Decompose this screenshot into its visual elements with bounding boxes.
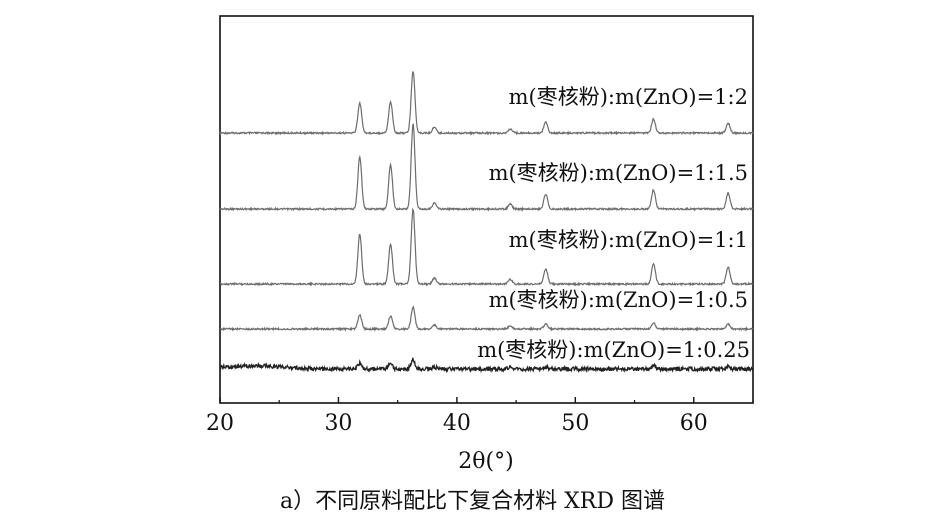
x-ticks-group: 20 30 40 50 60 [206, 397, 754, 436]
figure-caption: a）不同原料配比下复合材料 XRD 图谱 [280, 489, 665, 514]
series-line-5 [219, 357, 754, 374]
x-axis-title: 2θ(°) [458, 449, 513, 474]
series-line-4 [219, 305, 754, 332]
x-tick-label: 60 [680, 411, 708, 436]
x-tick-label: 20 [206, 411, 234, 436]
series-line-3 [219, 207, 753, 287]
series-label-3: m(枣核粉):m(ZnO)=1:1 [509, 228, 748, 252]
x-tick-label: 50 [561, 411, 589, 436]
series-line-1 [219, 71, 754, 136]
x-tick-label: 30 [324, 411, 352, 436]
series-label-1: m(枣核粉):m(ZnO)=1:2 [509, 85, 748, 109]
series-label-5: m(枣核粉):m(ZnO)=1:0.25 [477, 338, 750, 362]
series-labels-group: m(枣核粉):m(ZnO)=1:2 m(枣核粉):m(ZnO)=1:1.5 m(枣核… [477, 85, 750, 362]
series-label-2: m(枣核粉):m(ZnO)=1:1.5 [489, 161, 748, 185]
xrd-chart: 20 30 40 50 60 m(枣核粉):m(ZnO)=1:2m(枣核粉):m(ZnO… [206, 15, 754, 474]
series-label-4: m(枣核粉):m(ZnO)=1:0.5 [489, 288, 748, 312]
series-line-2 [219, 123, 754, 212]
traces-group [219, 71, 754, 374]
x-tick-label: 40 [443, 411, 471, 436]
